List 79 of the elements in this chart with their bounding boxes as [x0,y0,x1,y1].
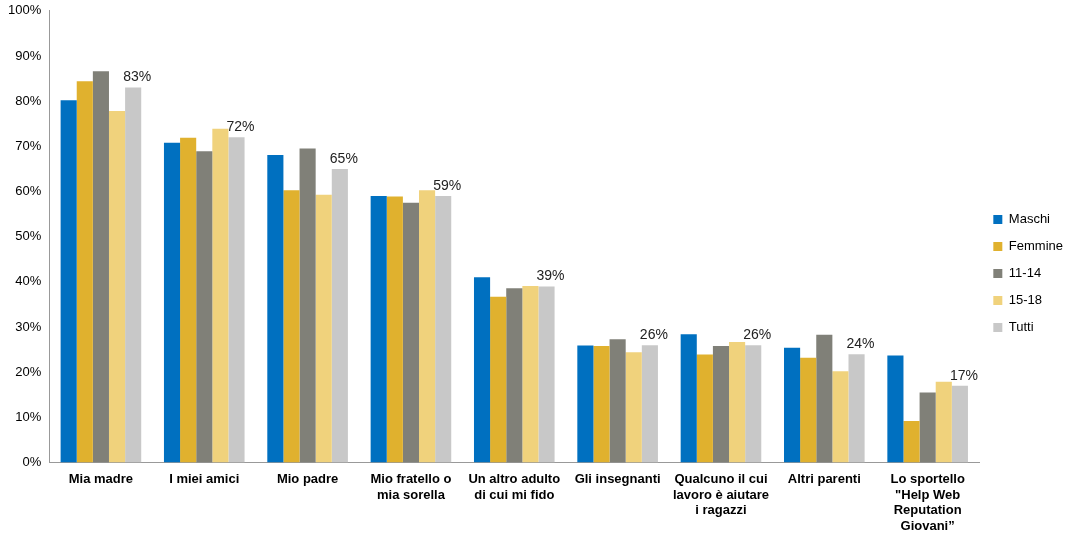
y-tick-label: 20% [15,363,42,379]
bar [784,347,801,463]
x-tick-label: I miei amici [169,470,240,486]
x-tick-label: Qualcuno il cui lavoro è aiutare i ragazzi [672,470,770,518]
y-tick-label: 90% [15,47,42,63]
y-tick-label: 50% [15,228,42,244]
bar [386,196,403,463]
bar [729,341,746,463]
bar [163,142,181,463]
legend-label: Maschi [1008,211,1051,227]
y-tick-label: 40% [15,273,42,289]
bar [108,111,126,463]
bar [593,346,610,463]
bar [435,196,452,463]
y-tick-label: 70% [15,137,42,153]
data-label: 26% [639,325,668,342]
y-tick-label: 0% [22,454,42,470]
data-label: 65% [329,149,358,166]
bar [538,286,555,463]
bar [370,196,387,463]
bar [267,154,284,463]
data-label: 83% [123,68,152,85]
y-tick-label: 30% [15,318,42,334]
y-tick-label: 100% [8,2,42,18]
bar [283,190,300,463]
bar [641,345,658,463]
legend-label: 11-14 [1008,265,1042,281]
x-tick-label: Altri parenti [787,470,861,486]
bar [887,355,904,463]
legend-label: 15-18 [1008,292,1043,308]
bar [522,285,539,463]
bar [745,345,762,463]
bar [76,81,93,463]
y-tick-label: 80% [15,92,42,108]
bar [903,421,920,463]
data-label: 72% [226,118,255,135]
bar [696,354,713,463]
bar [800,357,817,463]
bar [490,296,507,463]
y-tick-label: 60% [15,183,42,199]
bar [402,202,420,463]
bar [712,346,730,463]
x-tick-label: Un altro adulto di cui mi fido [468,470,561,502]
bar [299,148,316,463]
bar [625,352,642,463]
x-tick-label: Mio fratello o mia sorella [370,470,452,502]
bar [92,71,109,463]
bar [816,334,833,463]
bar [680,334,697,463]
data-label: 17% [949,366,978,383]
bar [315,194,332,463]
legend-label: Tutti [1008,319,1034,335]
x-tick-label: Gli insegnanti [574,470,661,486]
data-label: 59% [433,176,462,193]
bar [506,288,523,463]
bar [419,190,436,463]
bar [196,151,213,463]
bar [919,392,936,463]
x-tick-label: Mia madre [68,470,134,486]
bar [60,100,77,463]
data-label: 24% [846,335,875,352]
x-tick-label: Lo sportello "Help Web Reputation Giovani” [890,470,965,533]
bar [228,137,245,463]
bar [832,371,849,463]
y-tick-label: 10% [15,409,42,424]
bar [609,339,626,463]
bar [331,168,348,463]
data-label: 26% [743,325,772,342]
bar [577,345,594,463]
data-label: 39% [536,267,565,284]
bar [125,87,142,463]
bar [848,354,865,463]
legend-label: Femmine [1008,238,1064,254]
bar [473,277,491,463]
x-tick-label: Mio padre [276,470,339,486]
bar [180,137,197,463]
bar [935,381,952,463]
bar [212,128,229,463]
bar [951,385,968,463]
